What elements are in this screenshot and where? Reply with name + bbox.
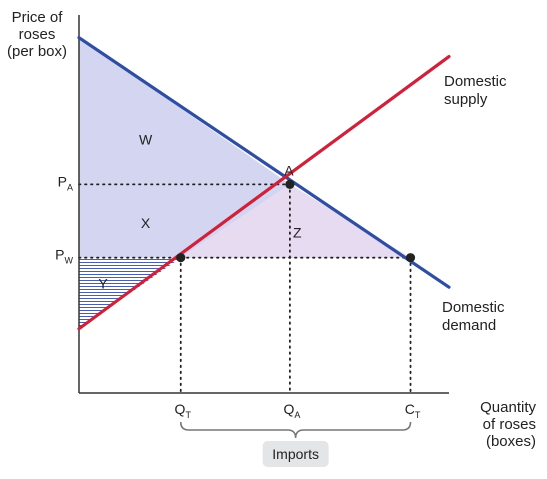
region-label-y: Y <box>98 275 108 291</box>
x-axis-label-line: of roses <box>483 416 536 433</box>
y-tick-0-sub: A <box>67 182 73 192</box>
y-tick-1-main: P <box>55 247 64 263</box>
demand-label-line: demand <box>442 317 496 334</box>
x-axis-label-line: Quantity <box>480 399 536 416</box>
y-tick-0-main: P <box>58 173 67 189</box>
imports-label: Imports <box>272 446 319 462</box>
region-z <box>180 184 411 258</box>
point-qt <box>176 253 186 263</box>
region-x <box>79 184 290 258</box>
demand-label-line: Domestic <box>442 299 505 316</box>
x-tick-2: CT <box>405 401 421 420</box>
region-label-z: Z <box>293 224 302 240</box>
x-tick-1-main: Q <box>283 401 294 417</box>
domestic-supply-line <box>77 54 451 331</box>
point-a <box>285 179 295 189</box>
x-tick-0: QT <box>175 401 192 420</box>
supply-label-line: Domestic <box>444 73 507 90</box>
x-tick-0-main: Q <box>175 401 186 417</box>
x-tick-0-sub: T <box>185 410 191 420</box>
imports-badge <box>262 441 329 467</box>
y-axis-label-line: (per box) <box>7 43 67 60</box>
imports-bracket <box>179 421 412 439</box>
point-ct <box>405 253 416 263</box>
supply-label-line: supply <box>444 91 488 108</box>
x-tick-2-sub: T <box>415 410 421 420</box>
x-tick-1: QA <box>283 401 300 420</box>
y-tick-1-sub: W <box>65 256 74 266</box>
y-axis-label-line: roses <box>19 26 56 43</box>
domestic-demand-line <box>77 36 451 289</box>
region-w <box>79 37 290 185</box>
region-label-w: W <box>139 132 153 148</box>
y-axis-label-line: Price of <box>12 9 64 26</box>
x-tick-2-main: C <box>405 401 415 417</box>
point-a-label: A <box>284 162 294 178</box>
y-tick-0: PA <box>58 173 73 192</box>
y-tick-1: PW <box>55 247 73 266</box>
region-label-x: X <box>141 215 151 231</box>
x-axis-label-line: (boxes) <box>486 433 536 450</box>
x-tick-1-sub: A <box>294 410 300 420</box>
